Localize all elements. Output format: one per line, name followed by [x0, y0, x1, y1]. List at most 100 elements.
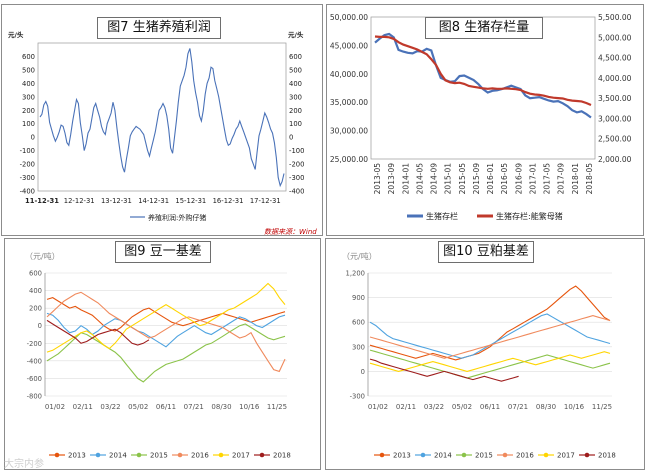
unit-label-fig9: （元/吨） [25, 252, 60, 261]
series-line-fig10-2017 [369, 351, 611, 372]
y-tick-fig10: 300 [352, 343, 365, 351]
x-tick-label-fig9: 11/25 [267, 403, 287, 411]
x-tick-label-fig10: 07/21 [508, 403, 528, 411]
y-tick-left-fig7: 400 [22, 80, 35, 88]
chart-fig8: 50,000.00 45,000.00 40,000.00 35,000.00 30,0… [330, 13, 632, 221]
x-tick-label-fig8: 2016-05 [500, 163, 509, 195]
series-line-fig10-2013 [369, 285, 611, 361]
y-tick-right-fig7: 600 [289, 53, 302, 61]
y-tick-left-fig7: 300 [22, 93, 35, 101]
chart-fig7: 元/头 元/头 600 600 500 500 400 400 300 300 200 200 100 1… [8, 30, 304, 222]
x-tick-label-fig9: 10/16 [239, 403, 260, 411]
x-tick-label-fig10: 06/11 [480, 403, 500, 411]
series-line-fig9-2018 [46, 319, 150, 346]
y-tick-right-fig8: 5,500.00 [598, 13, 632, 22]
y-tick-left-fig7: -300 [20, 174, 35, 182]
panel-fig8: 50,000.00 45,000.00 40,000.00 35,000.00 30,0… [326, 4, 644, 236]
y-tick-fig10: 1,200 [346, 270, 365, 278]
legend-label-fig9: 2013 [68, 452, 86, 460]
y-tick-right-fig7: 100 [289, 120, 302, 128]
plot-area-fig7 [37, 42, 287, 192]
legend-marker-fig9 [54, 452, 60, 458]
x-tick-label-fig9: 01/02 [45, 403, 65, 411]
x-tick-label-fig8: 2014-01 [401, 163, 410, 195]
x-tick-label-fig7: 15-12-31 [175, 197, 206, 205]
legend-label-fig10: 2018 [598, 452, 616, 460]
x-tick-label-fig8: 2017-09 [557, 163, 566, 195]
y-tick-right-fig8: 3,500.00 [598, 94, 632, 103]
chart-title-fig10: 图10 豆粕基差 [438, 241, 534, 263]
y-tick-left-fig7: 600 [22, 53, 35, 61]
y-tick-left-fig7: -100 [20, 147, 35, 155]
y-tick-left-fig8: 35,000.00 [330, 98, 368, 107]
y-tick-left-fig7: 500 [22, 66, 35, 74]
series-line-fig10-2016 [369, 315, 611, 359]
series-line-fig9-2015 [46, 323, 286, 383]
legend-marker-fig9 [136, 452, 142, 458]
x-tick-label-fig10: 08/30 [536, 403, 556, 411]
legend-marker-fig10 [543, 452, 549, 458]
y-tick-fig10: -300 [350, 393, 365, 401]
y-tick-left-fig7: 200 [22, 107, 35, 115]
y-tick-right-fig8: 4,500.00 [598, 54, 632, 63]
panel-fig10: 1,200 900 600 300 0 -300 01/02 02/11 03/22 05/02 0… [325, 238, 645, 470]
chart-title-fig8: 图8 生猪存栏量 [425, 17, 543, 39]
unit-label-fig10: （元/吨） [342, 252, 377, 261]
legend-label-fig9: 2016 [191, 452, 209, 460]
x-tick-label-fig8: 2013-05 [373, 163, 382, 195]
x-tick-label-fig8: 2015-01 [444, 163, 453, 195]
y-tick-fig9: 0 [38, 322, 42, 330]
x-tick-label-fig9: 06/11 [156, 403, 176, 411]
x-tick-label-fig10: 02/11 [396, 403, 416, 411]
y-tick-fig9: 600 [29, 270, 42, 278]
legend-label-hog-inventory: 生猪存栏 [426, 211, 458, 221]
legend-label-fig10: 2017 [557, 452, 575, 460]
x-tick-label-fig8: 2013-09 [387, 163, 396, 195]
legend-label-fig10: 2015 [475, 452, 493, 460]
x-tick-label-fig8: 2017-05 [543, 163, 552, 195]
y-tick-right-fig7: 400 [289, 80, 302, 88]
y-tick-fig9: -400 [27, 357, 42, 365]
y-tick-right-fig8: 2,000.00 [598, 155, 632, 164]
series-line-fig10-2015 [369, 349, 611, 379]
series-line-fig9-2016 [46, 291, 286, 373]
y-tick-right-fig8: 4,000.00 [598, 74, 632, 83]
legend-marker-fig9 [259, 452, 265, 458]
legend-label-breeding-sow: 生猪存栏:能繁母猪 [496, 211, 563, 221]
y-tick-fig10: 600 [352, 319, 365, 327]
legend-marker-fig10 [420, 452, 426, 458]
y-unit-right-fig7: 元/头 [288, 30, 304, 39]
y-unit-left-fig7: 元/头 [8, 30, 24, 39]
x-tick-label-fig9: 05/02 [128, 403, 148, 411]
y-tick-right-fig7: 300 [289, 93, 302, 101]
x-tick-label-fig8: 2018-01 [571, 163, 580, 195]
series-line-fig9-2017 [46, 282, 286, 353]
x-tick-label-fig8: 2015-09 [472, 163, 481, 195]
series-line-profit [39, 48, 285, 188]
x-tick-label-fig10: 10/16 [564, 403, 585, 411]
x-tick-label-fig8: 2014-09 [430, 163, 439, 195]
y-tick-left-fig7: -200 [20, 161, 35, 169]
chart-title-fig7: 图7 生猪养殖利润 [97, 17, 221, 39]
y-tick-right-fig7: -400 [289, 188, 304, 196]
legend-label-fig9: 2018 [273, 452, 291, 460]
legend-marker-fig9 [95, 452, 101, 458]
x-tick-label-fig7: 16-12-31 [213, 197, 244, 205]
x-tick-label-fig8: 2015-05 [458, 163, 467, 195]
x-tick-label-fig9: 07/21 [184, 403, 204, 411]
legend-label-fig9: 2015 [150, 452, 168, 460]
y-tick-left-fig8: 30,000.00 [330, 127, 368, 136]
x-tick-label-fig9: 08/30 [211, 403, 231, 411]
legend-marker-fig9 [177, 452, 183, 458]
x-tick-label-fig8: 2018-05 [585, 163, 594, 195]
x-tick-label-fig8: 2016-01 [486, 163, 495, 195]
y-tick-right-fig7: -300 [289, 174, 304, 182]
y-tick-right-fig8: 2,500.00 [598, 135, 632, 144]
y-tick-right-fig7: 500 [289, 66, 302, 74]
y-tick-fig10: 900 [352, 294, 365, 302]
x-tick-label-fig9: 02/11 [73, 403, 93, 411]
x-tick-label-fig10: 01/02 [368, 403, 388, 411]
y-tick-right-fig8: 3,000.00 [598, 114, 632, 123]
